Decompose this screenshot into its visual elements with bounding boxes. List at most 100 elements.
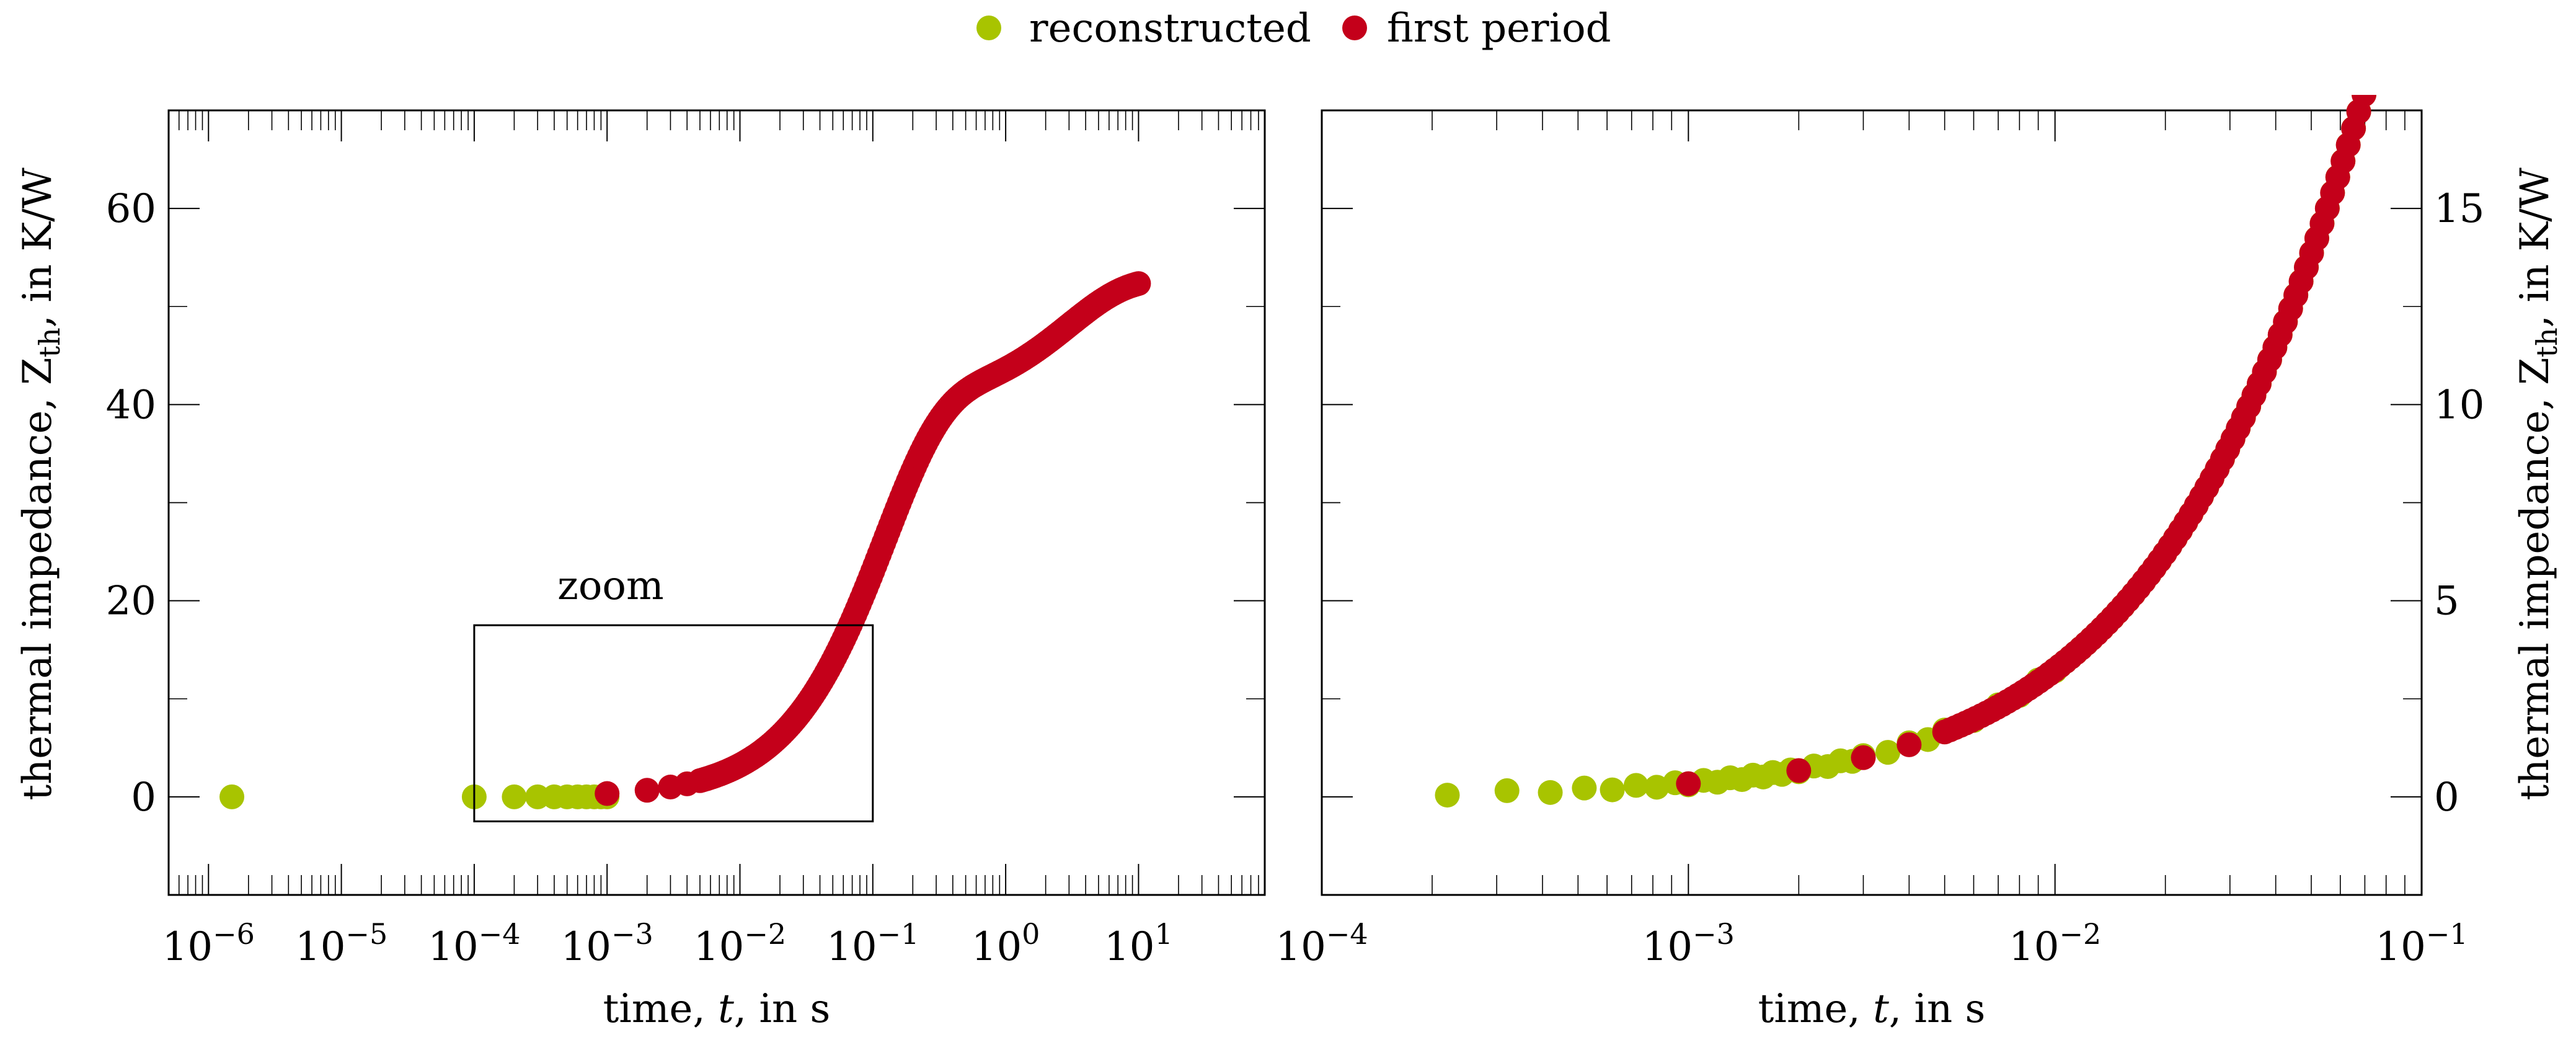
y-tick-label: 0 bbox=[2434, 775, 2459, 820]
x-tick-label: 101 bbox=[1104, 917, 1173, 970]
x-tick-base: 10 bbox=[1642, 924, 1693, 970]
x-tick-exponent: −4 bbox=[479, 917, 521, 951]
zoom-box bbox=[473, 624, 874, 822]
series-reconstructed bbox=[1435, 0, 2402, 808]
reconstructed-point bbox=[2373, 12, 2397, 37]
reconstructed-point bbox=[1600, 777, 1625, 803]
first-period-point bbox=[595, 781, 620, 806]
legend-label-first-period: first period bbox=[1387, 6, 1611, 51]
y-tick-label: 0 bbox=[131, 775, 156, 820]
reconstructed-point bbox=[2357, 65, 2382, 90]
x-tick-exponent: 1 bbox=[1154, 917, 1172, 951]
first-period-point bbox=[2362, 48, 2387, 73]
x-tick-exponent: −3 bbox=[1693, 917, 1735, 951]
x-tick-label: 100 bbox=[972, 917, 1040, 970]
legend-marker-reconstructed bbox=[976, 16, 1001, 40]
series-first-period bbox=[1676, 0, 2402, 796]
x-minor-ticks bbox=[178, 110, 1259, 895]
x-tick-label: 10−3 bbox=[1642, 917, 1735, 970]
y-axis-label-post: , in K/W bbox=[15, 167, 61, 327]
first-period-point bbox=[2378, 0, 2402, 19]
x-axis-label-post: , in s bbox=[1889, 986, 1986, 1032]
y-axis-label-sub: th bbox=[33, 327, 66, 357]
y-tick-label: 5 bbox=[2434, 579, 2459, 625]
x-tick-base: 10 bbox=[1104, 924, 1154, 970]
legend-label-reconstructed: reconstructed bbox=[1029, 6, 1311, 51]
x-tick-label: 10−6 bbox=[162, 917, 255, 970]
data-points bbox=[219, 271, 1151, 809]
y-axis-label-pre: thermal impedance, Z bbox=[15, 357, 61, 800]
zoom-label: zoom bbox=[557, 563, 663, 609]
x-tick-exponent: −6 bbox=[213, 917, 255, 951]
reconstructed-point bbox=[2378, 0, 2402, 19]
x-tick-base: 10 bbox=[2375, 924, 2425, 970]
x-tick-label: 10−4 bbox=[1275, 917, 1368, 970]
x-axis-label-pre: time, bbox=[1758, 986, 1873, 1032]
first-period-point bbox=[634, 778, 660, 803]
axis-frame bbox=[1321, 109, 2423, 896]
first-period-point bbox=[1786, 758, 1812, 783]
series-reconstructed bbox=[219, 784, 620, 809]
x-axis-label-var: t bbox=[718, 986, 734, 1032]
x-tick-base: 10 bbox=[162, 924, 213, 970]
reconstructed-point bbox=[1435, 783, 1460, 808]
x-tick-base: 10 bbox=[295, 924, 345, 970]
x-tick-label: 10−5 bbox=[295, 917, 387, 970]
legend: reconstructed first period bbox=[976, 6, 1611, 51]
reconstructed-point bbox=[2362, 47, 2387, 72]
first-period-point bbox=[1897, 732, 1922, 757]
x-tick-base: 10 bbox=[972, 924, 1022, 970]
reconstructed-point bbox=[1875, 740, 1901, 765]
x-tick-base: 10 bbox=[428, 924, 478, 970]
y-tick-label: 20 bbox=[106, 579, 156, 625]
x-tick-label: 10−1 bbox=[826, 917, 919, 970]
x-tick-base: 10 bbox=[694, 924, 744, 970]
x-minor-ticks bbox=[1432, 110, 2406, 895]
x-tick-base: 10 bbox=[1275, 924, 1326, 970]
x-tick-exponent: −5 bbox=[345, 917, 387, 951]
first-period-point bbox=[2357, 65, 2381, 90]
y-tick-label: 60 bbox=[106, 186, 156, 232]
data-points bbox=[1435, 0, 2402, 808]
first-period-point bbox=[2373, 12, 2397, 37]
reconstructed-point bbox=[1623, 773, 1649, 798]
legend-marker-first-period bbox=[1342, 16, 1367, 40]
x-tick-base: 10 bbox=[826, 924, 877, 970]
x-tick-exponent: −2 bbox=[2059, 917, 2101, 951]
x-tick-label: 10−2 bbox=[2009, 917, 2101, 970]
x-axis-label-post: , in s bbox=[734, 986, 831, 1032]
y-axis-label-post: , in K/W bbox=[2512, 167, 2558, 327]
reconstructed-point bbox=[1538, 780, 1563, 805]
first-period-point bbox=[1676, 771, 1701, 796]
y-axis-label-sub: th bbox=[2530, 327, 2564, 357]
reconstructed-point bbox=[502, 784, 527, 809]
x-axis-label: time, t, in s bbox=[603, 986, 831, 1032]
first-period-point bbox=[2367, 30, 2392, 55]
y-tick-label: 10 bbox=[2434, 382, 2484, 428]
x-tick-exponent: −4 bbox=[1326, 917, 1368, 951]
x-tick-label: 10−3 bbox=[561, 917, 653, 970]
y-axis-label-pre: thermal impedance, Z bbox=[2512, 357, 2558, 800]
first-period-point bbox=[1126, 271, 1151, 296]
x-tick-label: 10−4 bbox=[428, 917, 520, 970]
x-tick-exponent: 0 bbox=[1022, 917, 1040, 951]
x-tick-exponent: −3 bbox=[611, 917, 653, 951]
x-tick-base: 10 bbox=[2009, 924, 2059, 970]
reconstructed-point bbox=[2367, 30, 2392, 55]
x-tick-base: 10 bbox=[561, 924, 611, 970]
x-tick-label: 10−2 bbox=[694, 917, 786, 970]
y-tick-label: 15 bbox=[2434, 186, 2484, 232]
x-tick-exponent: −1 bbox=[2426, 917, 2468, 951]
series-first-period bbox=[595, 271, 1151, 806]
x-tick-exponent: −1 bbox=[877, 917, 919, 951]
reconstructed-point bbox=[1494, 778, 1520, 803]
x-axis-label-pre: time, bbox=[603, 986, 718, 1032]
left-chart-panel: 10−6 10−5 10−4 10−3 10−2 10−1 100 1010204060tim… bbox=[15, 109, 1266, 1032]
first-period-point bbox=[2352, 95, 2376, 107]
x-axis-label: time, t, in s bbox=[1758, 986, 1986, 1032]
y-tick-label: 40 bbox=[106, 382, 156, 428]
reconstructed-point bbox=[1572, 775, 1597, 801]
y-axis-label: thermal impedance, Zth, in K/W bbox=[2512, 167, 2564, 801]
x-tick-label: 10−1 bbox=[2375, 917, 2468, 970]
